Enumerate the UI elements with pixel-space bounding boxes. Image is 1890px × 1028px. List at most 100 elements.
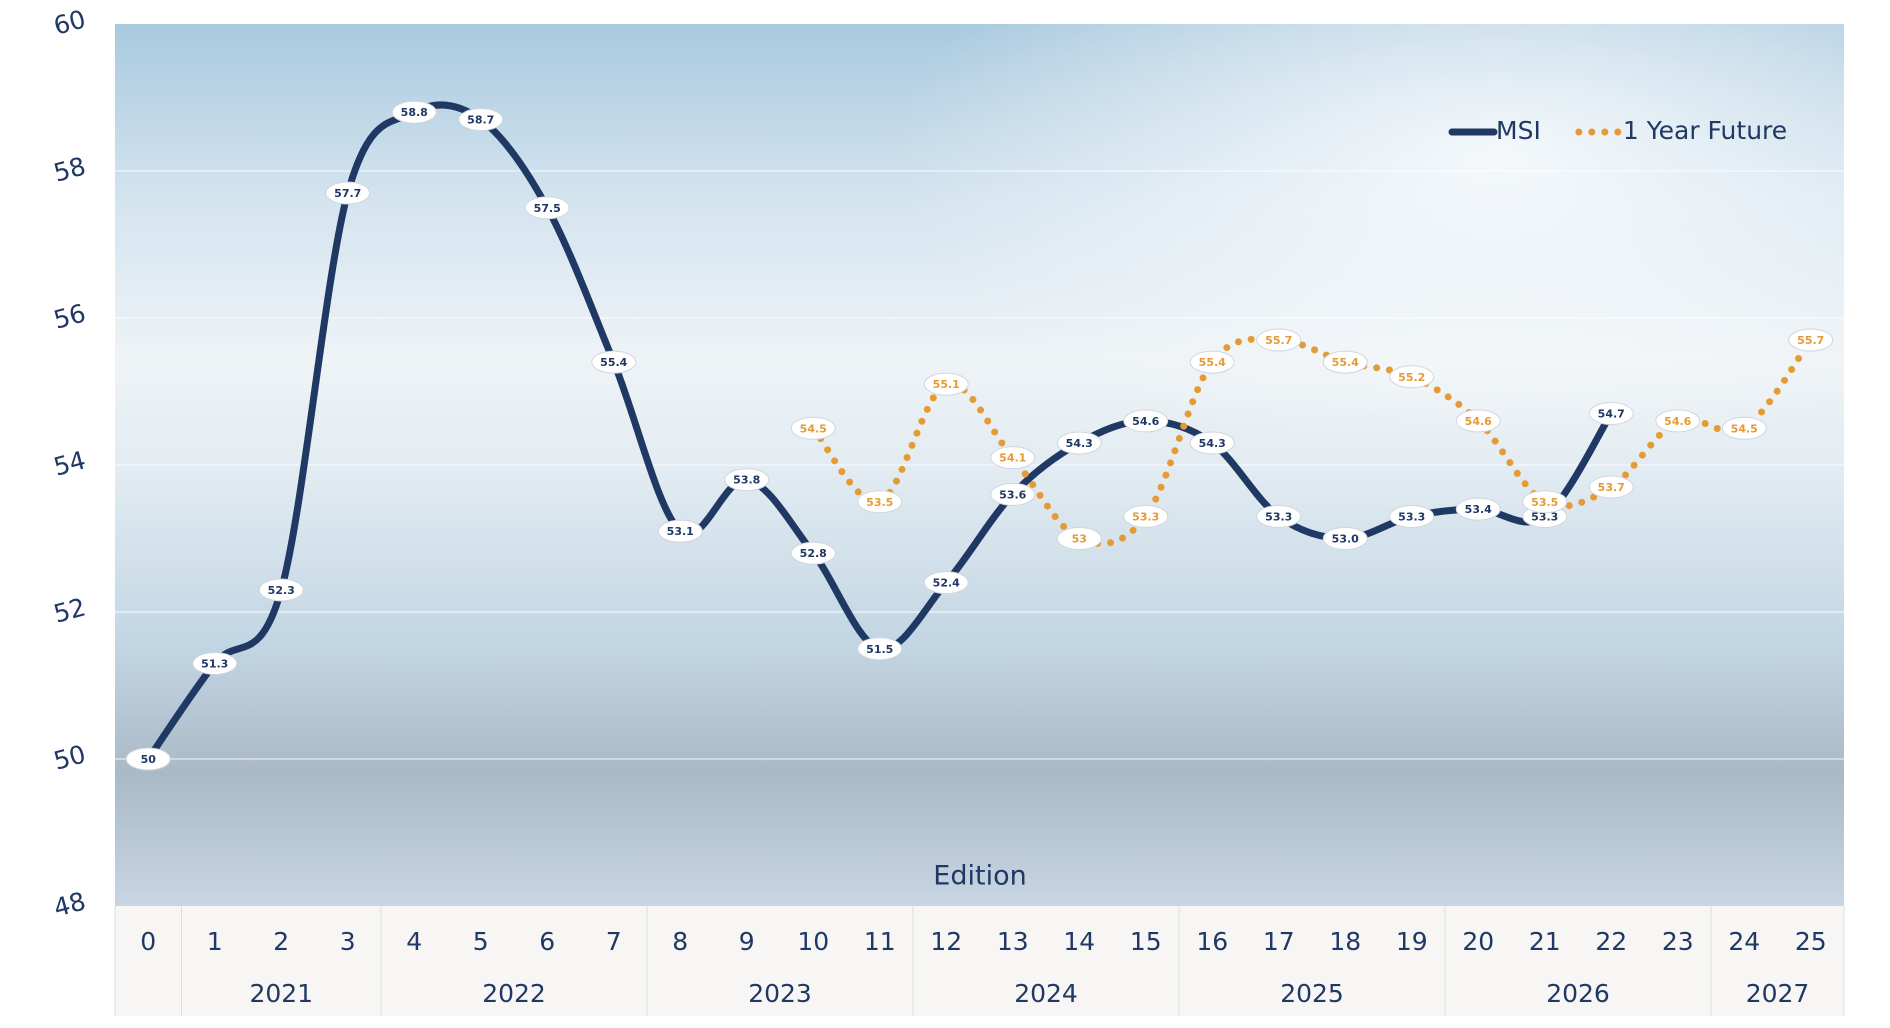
data-label: 51.3	[201, 657, 228, 670]
data-label-bubble	[790, 416, 836, 440]
x-tick-label: 14	[1063, 927, 1095, 956]
x-tick-label: 8	[672, 927, 688, 956]
data-label-bubble	[1389, 365, 1435, 389]
x-tick-label: 11	[864, 927, 896, 956]
x-tick-label: 1	[207, 927, 223, 956]
data-label-bubble	[1522, 490, 1568, 514]
y-tick-label: 56	[50, 298, 88, 334]
data-label: 57.5	[534, 202, 561, 215]
data-label: 53.0	[1332, 533, 1359, 546]
y-tick-label: 50	[50, 739, 88, 775]
data-label: 53.5	[1531, 496, 1558, 509]
data-label: 51.5	[866, 643, 893, 656]
data-label-bubble	[1389, 504, 1435, 528]
year-label: 2023	[748, 979, 812, 1008]
data-label-bubble	[1455, 409, 1501, 433]
data-label-bubble	[1189, 431, 1235, 455]
x-tick-label: 22	[1595, 927, 1627, 956]
x-tick-label: 21	[1529, 927, 1561, 956]
data-label: 55.2	[1398, 371, 1425, 384]
legend-label: 1 Year Future	[1623, 116, 1787, 145]
data-label-bubble	[1256, 504, 1302, 528]
y-tick-label: 48	[50, 886, 88, 922]
data-label: 53.3	[1398, 510, 1425, 523]
data-label-bubble	[923, 372, 969, 396]
data-label: 58.8	[401, 106, 428, 119]
x-tick-label: 13	[997, 927, 1029, 956]
data-label-bubble	[458, 108, 504, 132]
x-axis-title: Edition	[933, 861, 1026, 892]
data-label-bubble	[724, 468, 770, 492]
data-label: 54.3	[1066, 437, 1093, 450]
data-label-bubble	[125, 747, 171, 771]
legend-label: MSI	[1496, 116, 1541, 145]
y-tick-label: 54	[50, 445, 88, 481]
x-tick-label: 17	[1263, 927, 1295, 956]
x-tick-label: 7	[606, 927, 622, 956]
year-label: 2026	[1546, 979, 1610, 1008]
data-label-bubble	[325, 181, 371, 205]
data-label-bubble	[990, 482, 1036, 506]
data-label: 57.7	[334, 187, 361, 200]
x-tick-label: 16	[1196, 927, 1228, 956]
x-tick-label: 12	[930, 927, 962, 956]
data-label: 55.7	[1797, 334, 1824, 347]
data-label: 54.5	[1731, 422, 1758, 435]
data-label: 53.3	[1265, 510, 1292, 523]
data-label-bubble	[192, 651, 238, 675]
data-label: 54.7	[1598, 408, 1625, 421]
data-label: 55.1	[933, 378, 960, 391]
x-tick-label: 3	[340, 927, 356, 956]
year-label: 2027	[1746, 979, 1810, 1008]
data-label: 53.3	[1531, 510, 1558, 523]
data-label-bubble	[1322, 350, 1368, 374]
data-label: 53.3	[1132, 510, 1159, 523]
data-label: 55.7	[1265, 334, 1292, 347]
y-tick-label: 60	[50, 4, 88, 40]
x-tick-label: 24	[1728, 927, 1760, 956]
data-label-bubble	[524, 196, 570, 220]
data-label-bubble	[1588, 475, 1634, 499]
y-tick-label: 52	[50, 592, 88, 628]
data-label-bubble	[1588, 402, 1634, 426]
x-tick-label: 25	[1795, 927, 1827, 956]
data-label: 53.8	[733, 474, 760, 487]
data-label: 54.6	[1465, 415, 1492, 428]
data-label-bubble	[990, 446, 1036, 470]
data-label: 53.6	[999, 488, 1026, 501]
data-label-bubble	[1123, 409, 1169, 433]
x-tick-label: 5	[473, 927, 489, 956]
data-label-bubble	[1189, 350, 1235, 374]
data-label: 50	[141, 753, 157, 766]
data-label: 52.8	[800, 547, 827, 560]
x-tick-label: 0	[140, 927, 156, 956]
data-label-bubble	[923, 571, 969, 595]
data-label-bubble	[657, 519, 703, 543]
x-tick-label: 19	[1396, 927, 1428, 956]
data-label: 53.5	[866, 496, 893, 509]
data-label: 54.6	[1132, 415, 1159, 428]
data-label-bubble	[1455, 497, 1501, 521]
data-label: 54.5	[800, 422, 827, 435]
year-label: 2022	[482, 979, 546, 1008]
data-label: 55.4	[1332, 356, 1359, 369]
data-label-bubble	[1056, 527, 1102, 550]
data-label-bubble	[857, 490, 903, 514]
data-label-bubble	[1123, 504, 1169, 528]
x-tick-label: 23	[1662, 927, 1694, 956]
category-axis-band	[115, 906, 1844, 1016]
year-label: 2025	[1280, 979, 1344, 1008]
data-label: 53	[1072, 533, 1087, 546]
data-label-bubble	[857, 637, 903, 661]
data-label: 53.1	[667, 525, 694, 538]
data-label: 54.6	[1664, 415, 1691, 428]
x-tick-label: 2	[273, 927, 289, 956]
year-label: 2024	[1014, 979, 1078, 1008]
x-tick-label: 20	[1462, 927, 1494, 956]
y-tick-label: 58	[50, 151, 88, 187]
x-tick-label: 9	[739, 927, 755, 956]
data-label: 53.7	[1598, 481, 1625, 494]
data-label-bubble	[391, 100, 437, 124]
